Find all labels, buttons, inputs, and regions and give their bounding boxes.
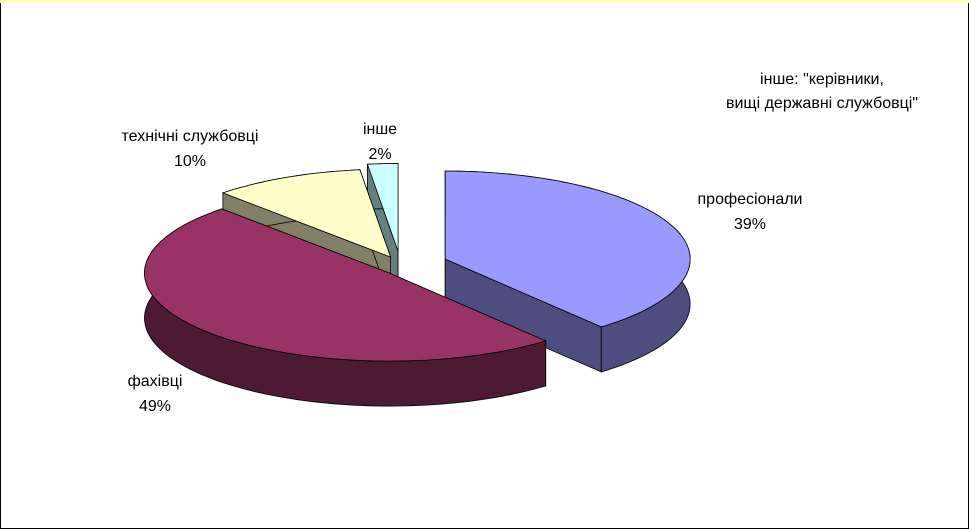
- value-label: 49%: [139, 398, 171, 415]
- value-label: 10%: [174, 153, 206, 170]
- slice-label: технічні службовці: [122, 128, 259, 145]
- slice: [144, 208, 547, 362]
- value-label: 39%: [734, 216, 766, 233]
- slice-label: інше: [363, 121, 397, 138]
- slice: [444, 170, 691, 328]
- slice: [221, 169, 392, 258]
- slice: [366, 163, 399, 252]
- annotation: інше: "керівники,: [760, 71, 884, 88]
- annotation: вищі державні службовці": [726, 95, 918, 112]
- slice-label: професіонали: [698, 191, 803, 208]
- top-edge: [0, 0, 969, 3]
- slice-label: фахівці: [128, 373, 183, 390]
- value-label: 2%: [368, 146, 391, 163]
